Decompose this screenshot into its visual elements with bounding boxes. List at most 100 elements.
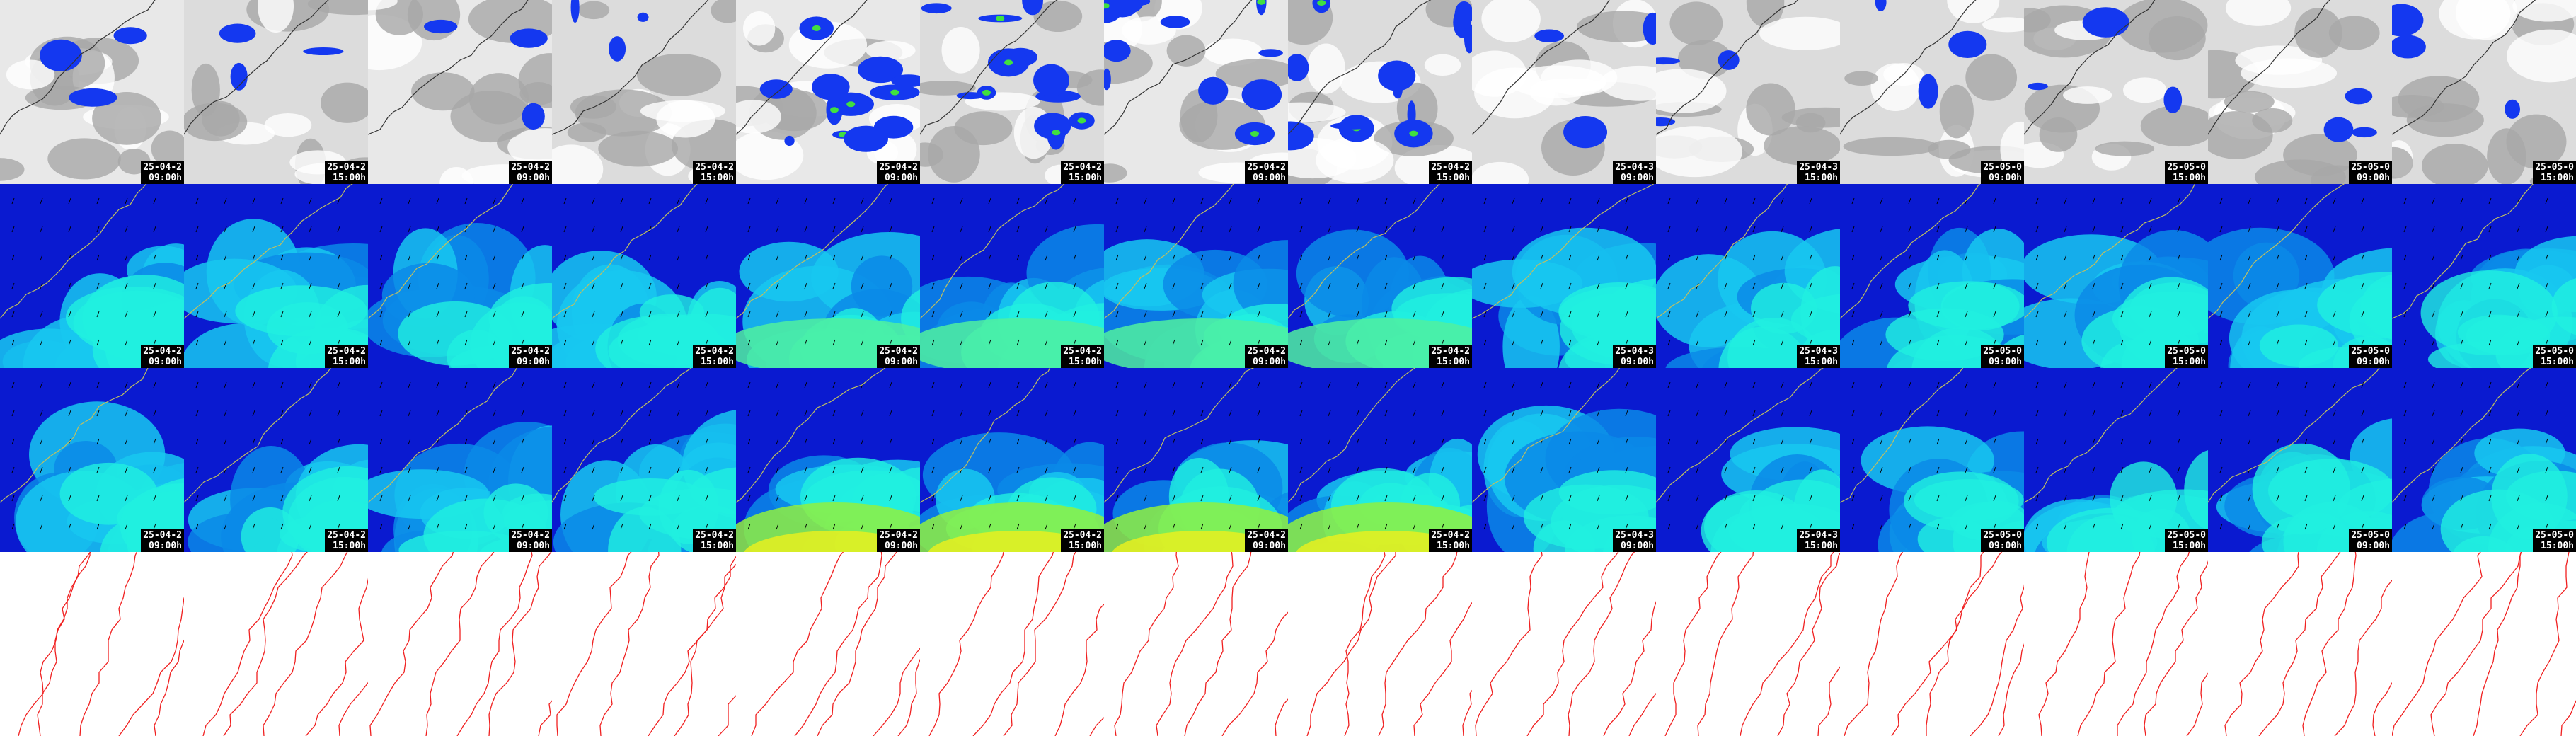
wind-arrow [747,495,751,502]
rain [2028,82,2048,91]
coastline [736,184,889,319]
cloud [656,100,715,138]
rain [2345,88,2373,105]
cloud [636,53,722,96]
wind-arrow [620,254,623,261]
wind-arrow [2035,282,2039,289]
wind-arrow [2120,339,2124,346]
wind-arrow [832,197,836,205]
background [1840,552,2024,736]
isobar [1413,602,1472,736]
wind-arrow [960,438,963,445]
timestamp-time: 15:00h [1437,357,1470,367]
wind-arrow [1809,495,1812,502]
wind-arrow [677,410,680,417]
wind-arrow [1441,311,1444,318]
coastline [1288,0,1432,135]
cloud [1746,83,1795,136]
timestamp: 25-05-0 09:00h [2349,161,2392,184]
rain [1656,57,1680,65]
map [1656,184,1840,368]
wind-arrow [2035,226,2039,233]
wind-arrow [2460,254,2463,261]
wind-arrow [804,311,807,318]
isobar [556,552,632,736]
map-panel: 25-04-3 15:00h [1656,184,1840,368]
wind-arrow [2361,339,2364,346]
wind-arrow [1356,523,1359,530]
wind-arrow [40,282,43,289]
wind-arrow [1568,226,1572,233]
timestamp-date: 25-04-2 [143,162,182,173]
wind-arrow [2120,311,2124,318]
wind-arrow [988,410,991,417]
wind-arrow [1413,197,1416,205]
wind-arrow [309,466,312,473]
wind-arrow [464,495,468,502]
wind-arrow [1200,495,1204,502]
wind-arrow [1880,339,1883,346]
wind-arrow [1172,523,1175,530]
cloud [1843,137,1939,156]
rain [1160,16,1190,28]
isobar [648,563,736,736]
rain [1312,0,1331,13]
map-panel: 25-04-2 09:00h [0,368,184,552]
wind-arrow [1512,438,1515,445]
wind-arrow [2545,226,2548,233]
cloud [1203,38,1263,66]
wind-arrow [1045,523,1048,530]
wind-arrow [592,339,595,346]
wind-arrow [1384,339,1388,346]
cloud [507,128,552,167]
wind-arrow [2304,197,2308,205]
wind-arrow [1540,523,1543,530]
wind-arrow [379,523,383,530]
wind-arrow [436,381,439,389]
wind-arrow [1965,410,1968,417]
rain [1132,0,1151,6]
wind-arrow [1045,254,1048,261]
wind-arrow [1413,523,1416,530]
wind-arrow [309,226,312,233]
wind-arrow [1073,466,1076,473]
cloud [1677,40,1732,79]
wind-arrow [1781,410,1784,417]
coastline [1840,368,1964,503]
map [920,368,1104,552]
wind-arrow [1667,466,1671,473]
wind-arrow [125,339,128,346]
wind-field [1940,282,2020,330]
rain [1643,12,1656,45]
wind-arrow [1328,438,1331,445]
wind-arrow [804,466,807,473]
wind-arrow [1597,226,1600,233]
wind-arrow [1908,495,1911,502]
wind-arrow [2545,311,2548,318]
wind-arrow [1200,410,1204,417]
wind-arrow [1413,311,1416,318]
rain [1198,76,1229,105]
wind-arrow [337,523,340,530]
wind-arrow [2248,438,2251,445]
wind-arrow [2276,410,2279,417]
wind-arrow [2545,381,2548,389]
cloud [575,89,672,137]
wind-arrow [648,339,652,346]
wind-arrow [648,495,652,502]
wind-arrow [1880,226,1883,233]
map [1288,184,1472,368]
wind-arrow [1936,282,1940,289]
wind-arrow [280,339,284,346]
wind-arrow [2149,381,2152,389]
wind-arrow [1384,311,1388,318]
timestamp-time: 15:00h [2173,357,2206,367]
wind-arrow [2120,410,2124,417]
coastline [1104,184,1234,319]
wind-arrow [2120,381,2124,389]
isobar [1003,552,1076,736]
wind-arrow [125,523,128,530]
wind-arrow [1908,523,1911,530]
wind-arrow [648,410,652,417]
isobar [2473,552,2522,736]
